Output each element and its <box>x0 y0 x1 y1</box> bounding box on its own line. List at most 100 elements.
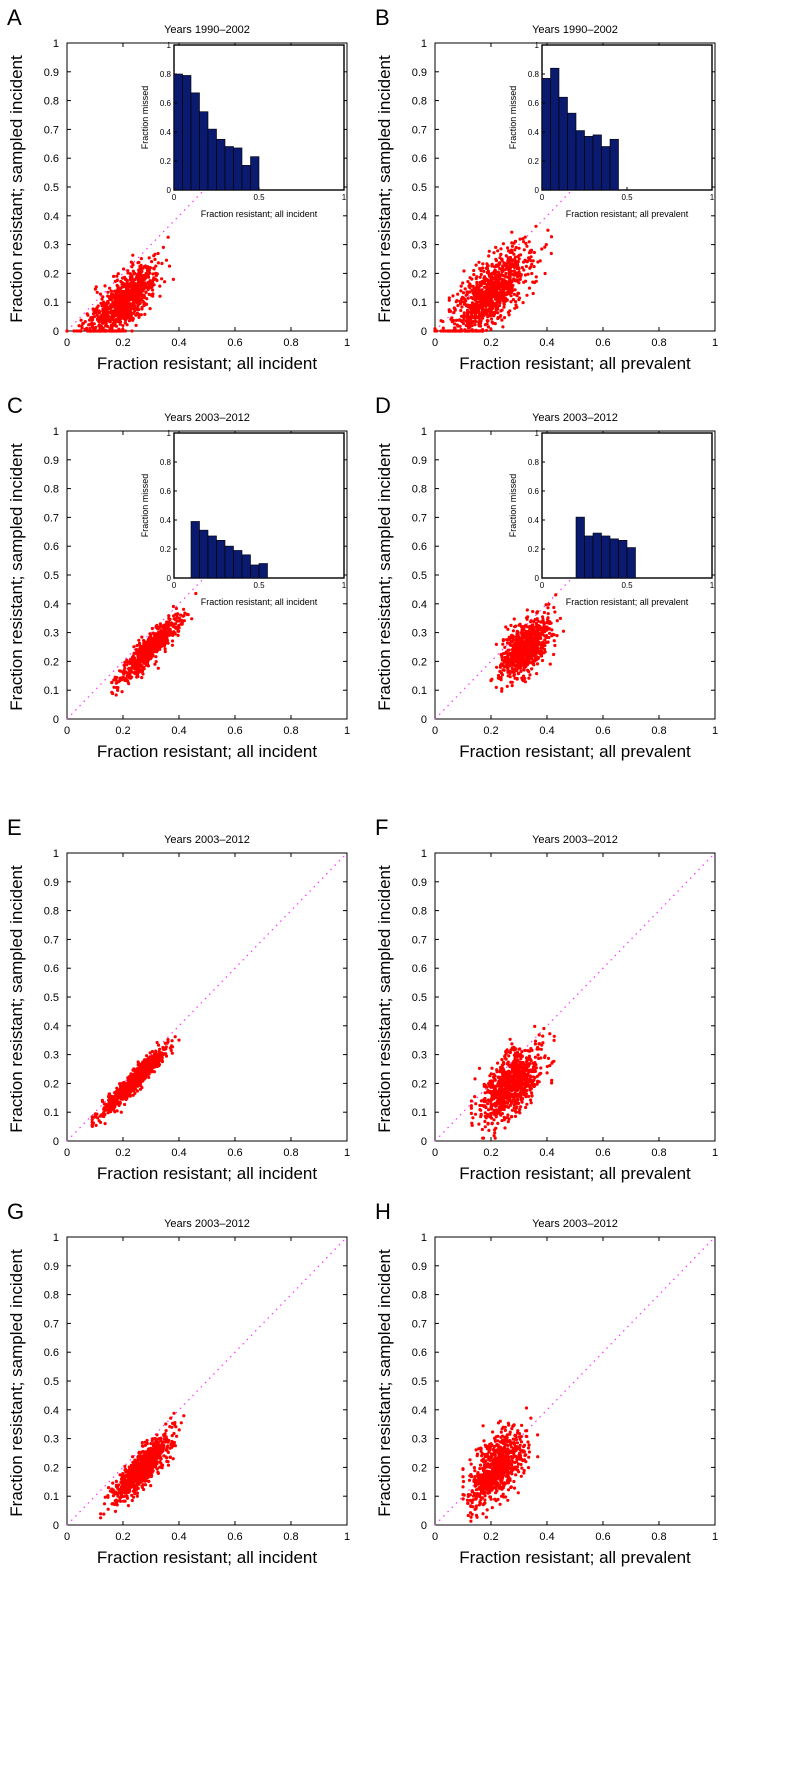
scatter-point <box>144 290 148 294</box>
scatter-point <box>535 611 539 615</box>
scatter-point <box>128 272 132 276</box>
scatter-point <box>526 272 530 276</box>
scatter-point <box>549 235 554 239</box>
scatter-point <box>143 651 147 656</box>
scatter-point <box>166 1038 170 1042</box>
scatter-point <box>106 324 110 329</box>
scatter-point <box>130 281 134 285</box>
scatter-point <box>87 323 91 327</box>
scatter-point <box>525 656 530 660</box>
scatter-point <box>536 641 540 645</box>
scatter-point <box>140 676 144 680</box>
scatter-point <box>469 295 473 300</box>
y-tick-label: 1 <box>53 426 59 438</box>
scatter-point <box>490 1066 494 1070</box>
scatter-point <box>150 260 154 264</box>
y-tick-label: 0 <box>53 326 59 338</box>
y-tick-label: 0.7 <box>412 934 427 946</box>
scatter-point <box>137 284 141 288</box>
scatter-point <box>97 1119 101 1123</box>
scatter-point <box>522 627 526 632</box>
scatter-point <box>487 1128 491 1132</box>
scatter-point <box>115 289 119 293</box>
histogram-bar <box>592 532 602 579</box>
scatter-point <box>93 309 97 313</box>
scatter-point <box>504 286 509 291</box>
scatter-point <box>113 297 117 301</box>
scatter-point <box>523 235 527 239</box>
scatter-point <box>522 240 526 244</box>
scatter-point <box>480 288 484 292</box>
scatter-point <box>107 1098 111 1102</box>
scatter-point <box>496 315 500 320</box>
scatter-point <box>538 259 542 263</box>
scatter-point <box>494 257 498 261</box>
scatter-point <box>439 319 443 323</box>
scatter-point <box>121 1093 125 1097</box>
scatter-point <box>466 313 470 317</box>
x-tick-label: 1 <box>712 337 718 349</box>
y-tick-label: 0.1 <box>412 1107 427 1119</box>
histogram-bar <box>241 554 251 579</box>
scatter-point <box>534 635 538 639</box>
scatter-point <box>113 1094 117 1098</box>
inset-x-tick-label: 0 <box>540 581 545 590</box>
scatter-point <box>141 672 145 676</box>
scatter-point <box>110 690 114 694</box>
y-tick-label: 0.5 <box>44 182 59 194</box>
scatter-point <box>140 284 144 288</box>
chart-title: Years 1990–2002 <box>164 24 250 36</box>
scatter-point <box>520 266 524 270</box>
histogram-bar <box>207 128 217 191</box>
scatter-point <box>476 293 480 297</box>
scatter-point <box>466 326 471 330</box>
scatter-point <box>156 261 160 265</box>
histogram-bar <box>224 545 234 579</box>
scatter-point <box>541 620 545 624</box>
scatter-point <box>133 304 137 308</box>
scatter-point <box>115 675 119 680</box>
x-tick-label: 1 <box>344 725 350 737</box>
inset-x-axis-label: Fraction resistant; all incident <box>201 209 318 219</box>
scatter-point <box>139 277 143 281</box>
scatter-point <box>494 308 498 312</box>
histogram-bar <box>258 563 268 579</box>
histogram-bar <box>567 112 577 191</box>
chart-title: Years 1990–2002 <box>532 24 618 36</box>
scatter-point <box>150 1069 154 1073</box>
scatter-point <box>531 636 535 640</box>
scatter-point <box>116 272 120 276</box>
scatter-point <box>501 295 505 299</box>
scatter-point <box>110 305 114 309</box>
scatter-point <box>140 307 144 311</box>
scatter-point <box>137 667 141 671</box>
y-tick-label: 0.3 <box>44 1050 59 1062</box>
scatter-point <box>512 292 516 296</box>
scatter-point <box>514 300 518 304</box>
scatter-point <box>125 1088 129 1092</box>
scatter-point <box>518 662 522 666</box>
scatter-point <box>449 309 453 313</box>
scatter-point <box>167 264 172 268</box>
scatter-point <box>552 652 556 657</box>
x-tick-label: 0.6 <box>227 1147 242 1159</box>
scatter-point <box>126 269 130 273</box>
scatter-point <box>170 1051 174 1055</box>
histogram-bar <box>592 134 602 191</box>
inset-x-tick-label: 0.5 <box>253 581 265 590</box>
x-tick-label: 0.2 <box>115 725 130 737</box>
scatter-point <box>490 282 494 286</box>
histogram-bar <box>541 78 551 191</box>
scatter-points <box>65 235 175 333</box>
scatter-point <box>517 281 521 285</box>
scatter-point <box>118 315 122 319</box>
scatter-point <box>514 264 519 268</box>
scatter-point <box>514 245 518 250</box>
scatter-point <box>504 275 509 279</box>
scatter-point <box>465 292 469 296</box>
histogram-bar <box>584 136 594 191</box>
scatter-point <box>121 276 125 280</box>
scatter-point <box>116 304 120 309</box>
